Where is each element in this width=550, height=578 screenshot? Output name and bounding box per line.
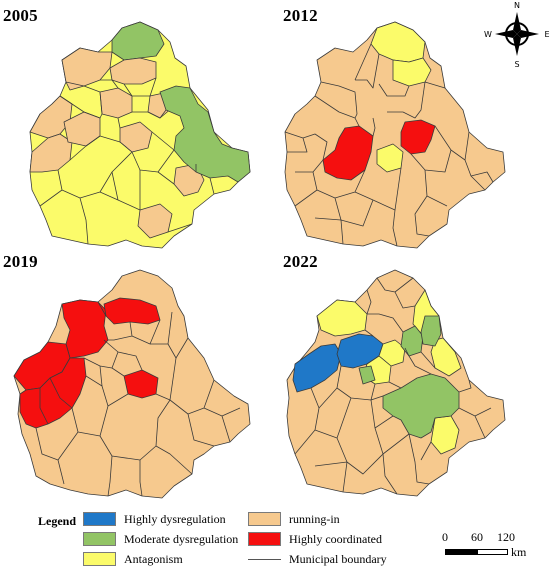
- legend-item-highly-coordinated: Highly coordinated: [248, 531, 382, 547]
- scale-tick-label: 60: [471, 530, 483, 544]
- panel-year-label: 2012: [283, 6, 318, 25]
- map-panel-2019: 2019: [0, 248, 275, 503]
- legend-line-swatch: [248, 552, 281, 566]
- region-map: [284, 21, 506, 249]
- legend-item-moderate-dysregulation: Moderate dysregulation: [83, 531, 238, 547]
- panel-year-label: 2022: [283, 252, 318, 271]
- region-map: [13, 269, 251, 499]
- region-runningin-nw: [61, 47, 113, 91]
- compass-e-label: E: [544, 30, 549, 39]
- scale-unit: km: [511, 545, 527, 559]
- legend-swatch: [83, 532, 116, 546]
- region-moderate-w: [358, 365, 376, 385]
- map-panel-2022: 2022: [275, 248, 550, 503]
- legend-label: Moderate dysregulation: [124, 531, 239, 546]
- legend-label: Municipal boundary: [289, 551, 387, 566]
- legend-swatch: [83, 512, 116, 526]
- map-panel-2005: 2005: [0, 0, 275, 255]
- legend-label: Highly dysregulation: [124, 511, 226, 526]
- compass-s-label: S: [514, 60, 519, 69]
- scale-tick-label: 0: [442, 530, 448, 544]
- region-highly-coordinated-c: [400, 119, 436, 155]
- legend-label: running-in: [289, 511, 340, 526]
- scale-segment-black: [445, 549, 477, 555]
- region-highly-coordinated-w2: [19, 357, 87, 429]
- map-panel-2012: 2012 N S W E: [275, 0, 550, 255]
- panel-year-label: 2019: [3, 252, 38, 271]
- map-legend: Legend Highly dysregulation Moderate dys…: [0, 505, 550, 578]
- legend-swatch: [248, 532, 281, 546]
- region-map: [286, 269, 506, 497]
- north-arrow-icon: N S W E: [484, 1, 549, 69]
- region-highly-coordinated-n: [103, 297, 161, 325]
- compass-w-label: W: [484, 30, 492, 39]
- region-moderate-north: [111, 21, 165, 61]
- scale-segment-white: [477, 549, 508, 555]
- region-map: [29, 21, 251, 249]
- region-moderate-south: [382, 373, 460, 439]
- legend-label: Highly coordinated: [289, 531, 382, 546]
- legend-title: Legend: [38, 514, 77, 528]
- legend-swatch: [248, 512, 281, 526]
- panel-year-label: 2005: [3, 6, 38, 25]
- region-antagonism-north2: [392, 57, 432, 87]
- scale-tick-label: 120: [497, 530, 515, 544]
- region-antagonism-e: [430, 337, 462, 377]
- legend-item-highly-dysregulation: Highly dysregulation: [83, 511, 226, 527]
- region-moderate-c2: [420, 315, 442, 347]
- region-moderate-east: [159, 85, 251, 183]
- legend-item-municipal-boundary: Municipal boundary: [248, 551, 387, 567]
- scale-bar: 0 60 120 km: [440, 530, 550, 570]
- compass-n-label: N: [514, 1, 520, 10]
- legend-label: Antagonism: [124, 551, 183, 566]
- legend-swatch: [83, 552, 116, 566]
- legend-item-running-in: running-in: [248, 511, 340, 527]
- region-highly-coordinated-w: [322, 125, 374, 181]
- legend-item-antagonism: Antagonism: [83, 551, 183, 567]
- region-highly-dysregulation-w: [292, 343, 342, 393]
